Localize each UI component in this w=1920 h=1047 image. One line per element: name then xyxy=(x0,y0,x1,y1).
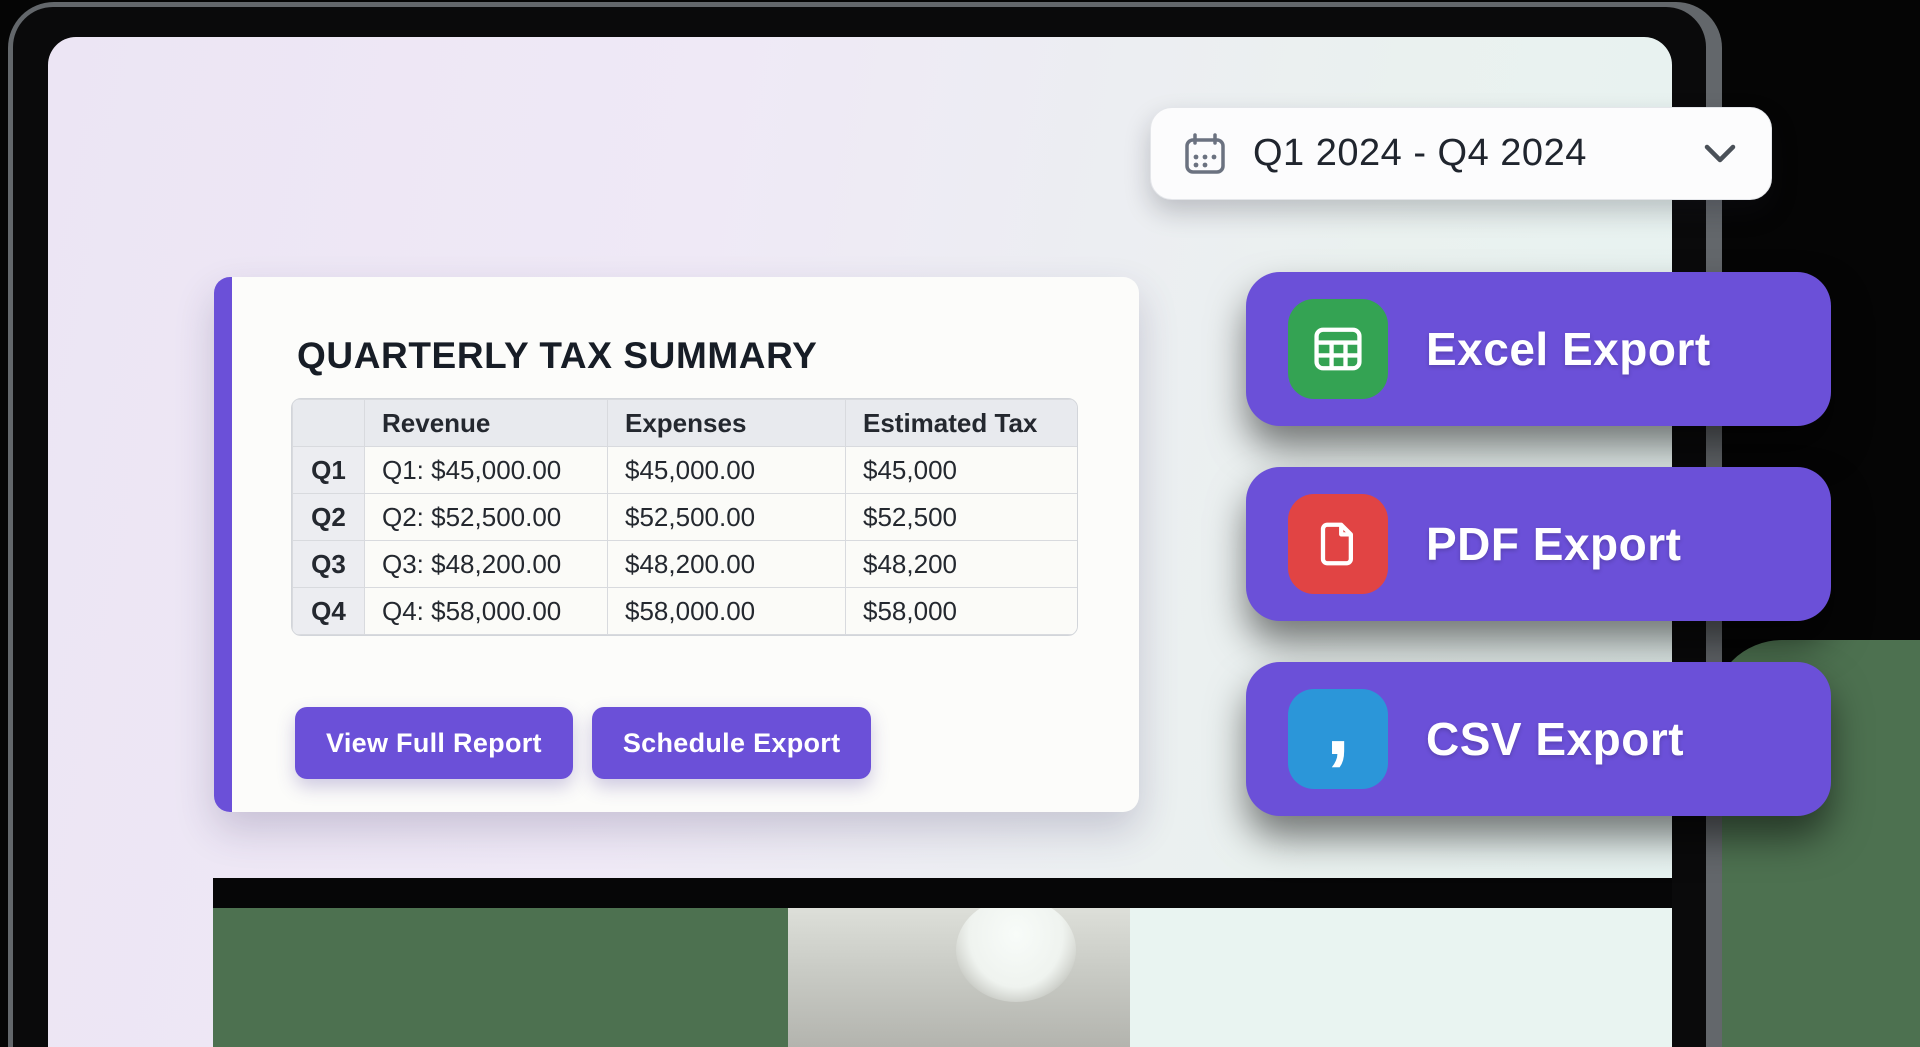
quarterly-summary-card: QUARTERLY TAX SUMMARY Revenue Expenses E… xyxy=(214,277,1139,812)
cell-quarter: Q3 xyxy=(292,540,365,588)
spreadsheet-icon xyxy=(1288,299,1388,399)
date-range-dropdown[interactable]: Q1 2024 - Q4 2024 xyxy=(1150,107,1772,200)
header-revenue: Revenue xyxy=(364,399,608,447)
card-title: QUARTERLY TAX SUMMARY xyxy=(297,335,818,376)
export-button-label: PDF Export xyxy=(1426,518,1682,570)
cell-estimated-tax: $48,200 xyxy=(845,540,1077,588)
cell-revenue: Q3: $48,200.00 xyxy=(364,540,608,588)
export-button-label: CSV Export xyxy=(1426,713,1685,765)
date-range-label: Q1 2024 - Q4 2024 xyxy=(1253,132,1587,174)
photo-window-area xyxy=(1130,908,1672,1047)
comma-icon: , xyxy=(1288,682,1388,789)
table-row: Q2 Q2: $52,500.00 $52,500.00 $52,500 xyxy=(292,493,1077,541)
cell-quarter: Q4 xyxy=(292,587,365,635)
cell-expenses: $48,200.00 xyxy=(607,540,846,588)
monitor-stand xyxy=(956,908,1076,1002)
tax-summary-table: Revenue Expenses Estimated Tax Q1 Q1: $4… xyxy=(291,398,1078,636)
table-header-row: Revenue Expenses Estimated Tax xyxy=(292,399,1077,447)
header-estimated-tax: Estimated Tax xyxy=(845,399,1077,447)
table-row: Q1 Q1: $45,000.00 $45,000.00 $45,000 xyxy=(292,446,1077,494)
cell-revenue: Q4: $58,000.00 xyxy=(364,587,608,635)
cell-estimated-tax: $58,000 xyxy=(845,587,1077,635)
chevron-down-icon xyxy=(1701,141,1739,167)
cell-expenses: $52,500.00 xyxy=(607,493,846,541)
card-actions: View Full Report Schedule Export xyxy=(295,707,872,779)
cell-quarter: Q2 xyxy=(292,493,365,541)
table-row: Q4 Q4: $58,000.00 $58,000.00 $58,000 xyxy=(292,587,1077,635)
cell-revenue: Q1: $45,000.00 xyxy=(364,446,608,494)
cell-revenue: Q2: $52,500.00 xyxy=(364,493,608,541)
desk-photo-strip xyxy=(213,908,1672,1047)
photo-green-wall xyxy=(213,908,788,1047)
cell-quarter: Q1 xyxy=(292,446,365,494)
excel-export-button[interactable]: Excel Export xyxy=(1246,272,1831,426)
photo-desk-area xyxy=(788,908,1130,1047)
cell-estimated-tax: $52,500 xyxy=(845,493,1077,541)
table-row: Q3 Q3: $48,200.00 $48,200.00 $48,200 xyxy=(292,540,1077,588)
pdf-export-button[interactable]: PDF Export xyxy=(1246,467,1831,621)
header-expenses: Expenses xyxy=(607,399,846,447)
header-quarter xyxy=(292,399,365,447)
cell-expenses: $58,000.00 xyxy=(607,587,846,635)
file-icon xyxy=(1288,494,1388,594)
view-full-report-button[interactable]: View Full Report xyxy=(295,707,573,779)
screen-bottom-bar xyxy=(213,878,1672,908)
csv-export-button[interactable]: , CSV Export xyxy=(1246,662,1831,816)
card-accent-bar xyxy=(214,277,232,812)
schedule-export-button[interactable]: Schedule Export xyxy=(591,707,872,779)
export-button-label: Excel Export xyxy=(1426,323,1711,375)
cell-estimated-tax: $45,000 xyxy=(845,446,1077,494)
cell-expenses: $45,000.00 xyxy=(607,446,846,494)
calendar-icon xyxy=(1181,130,1229,178)
